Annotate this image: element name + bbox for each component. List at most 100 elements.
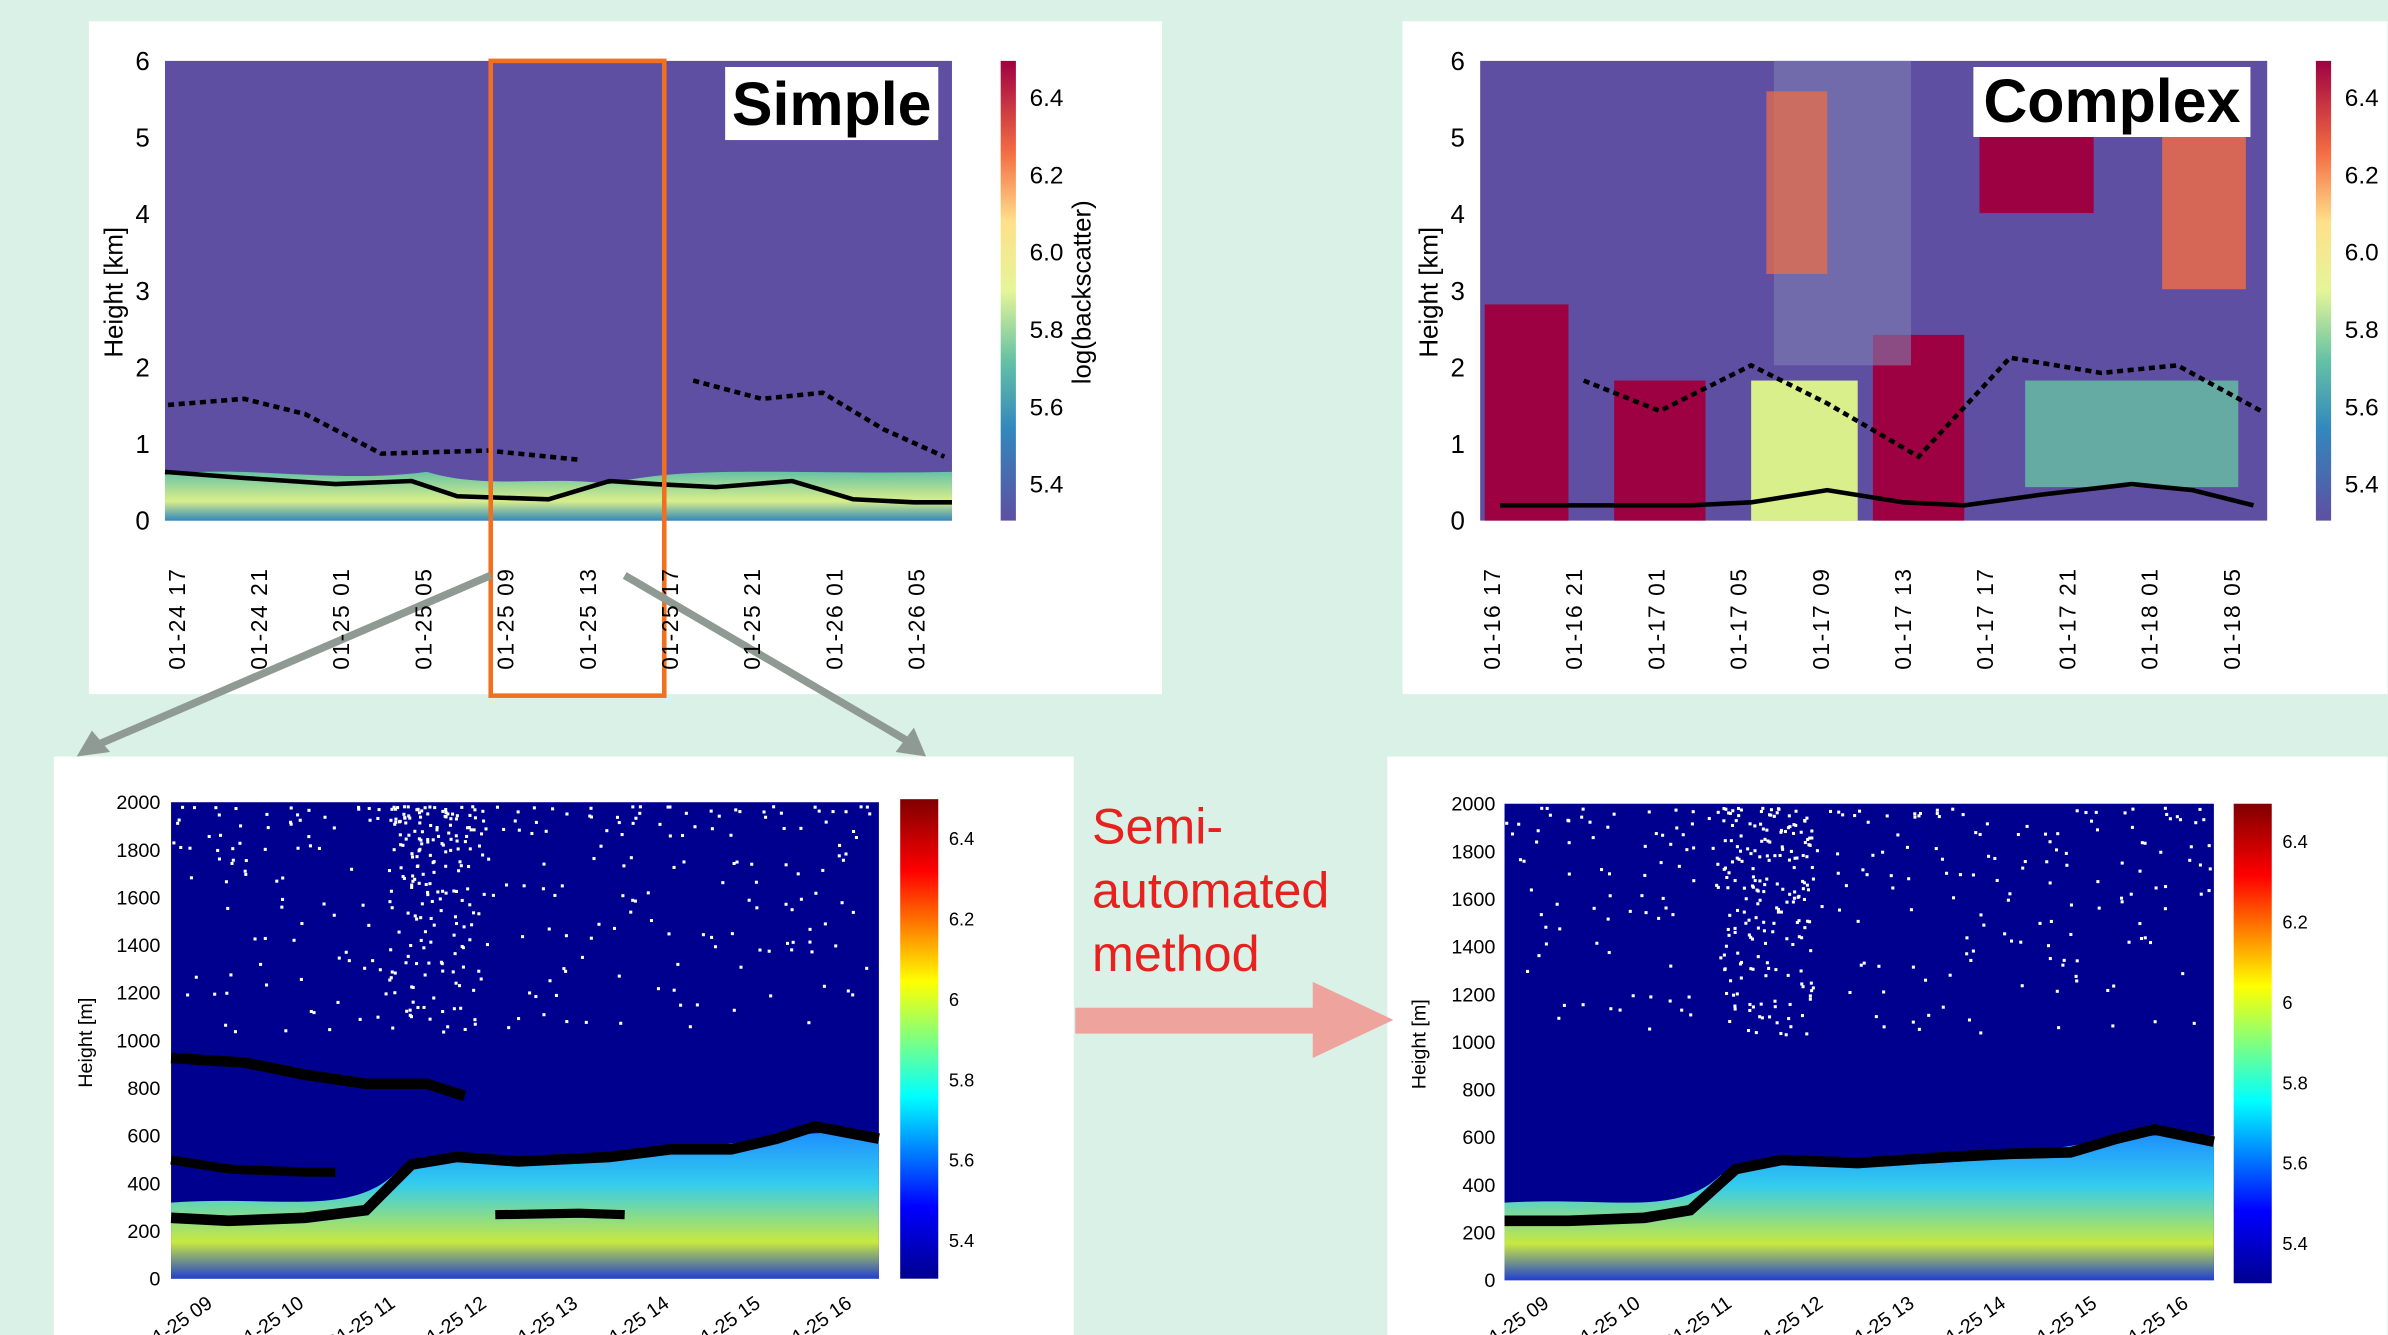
colorbar-tick-label: 5.6 bbox=[2345, 394, 2379, 421]
noise-dot bbox=[2143, 936, 2147, 940]
y-tick-label: 800 bbox=[127, 1078, 160, 1100]
noise-dot bbox=[1913, 812, 1917, 816]
noise-dot bbox=[413, 914, 417, 918]
colorbar-tick-label: 6.2 bbox=[1030, 162, 1064, 189]
noise-dot bbox=[1591, 836, 1595, 840]
noise-dot bbox=[1776, 907, 1780, 911]
noise-dot bbox=[1909, 908, 1913, 912]
noise-dot bbox=[226, 906, 230, 910]
noise-dot bbox=[799, 897, 803, 901]
noise-dot bbox=[1754, 1031, 1758, 1035]
noise-dot bbox=[394, 817, 398, 821]
noise-dot bbox=[1763, 883, 1767, 887]
noise-dot bbox=[455, 922, 459, 926]
noise-dot bbox=[2139, 936, 2144, 941]
noise-dot bbox=[186, 993, 190, 997]
noise-dot bbox=[1841, 813, 1845, 817]
noise-dot bbox=[389, 976, 393, 980]
zoom-arrow bbox=[622, 572, 913, 747]
noise-dot bbox=[721, 881, 725, 885]
noise-dot bbox=[516, 810, 520, 814]
noise-dot bbox=[1874, 1015, 1878, 1019]
noise-dot bbox=[309, 1009, 313, 1014]
noise-dot bbox=[442, 1030, 446, 1034]
noise-dot bbox=[1907, 877, 1911, 881]
zoom-arrow bbox=[93, 571, 493, 750]
noise-dot bbox=[621, 894, 625, 898]
noise-dot bbox=[1800, 1014, 1804, 1018]
noise-dot bbox=[1674, 808, 1678, 812]
noise-dot bbox=[1779, 830, 1783, 834]
noise-dot bbox=[629, 856, 633, 860]
noise-dot bbox=[2130, 825, 2134, 829]
noise-dot bbox=[1765, 961, 1769, 965]
noise-dot bbox=[420, 830, 424, 834]
noise-dot bbox=[1788, 892, 1792, 896]
noise-dot bbox=[460, 944, 464, 949]
noise-dot bbox=[562, 967, 566, 971]
noise-dot bbox=[542, 1013, 546, 1017]
noise-dot bbox=[799, 826, 803, 830]
noise-dot bbox=[1882, 990, 1886, 994]
y-axis-label: Height [km] bbox=[1416, 227, 1444, 358]
noise-dot bbox=[1726, 886, 1730, 890]
noise-dot bbox=[1648, 1027, 1652, 1031]
noise-dot bbox=[1891, 886, 1895, 890]
boundary-line bbox=[167, 396, 580, 462]
noise-dot bbox=[1754, 916, 1758, 920]
noise-dot bbox=[634, 816, 638, 820]
noise-dot bbox=[1805, 883, 1809, 887]
noise-dot bbox=[1803, 841, 1807, 845]
colorbar-tick-label: 5.6 bbox=[1030, 394, 1064, 421]
colorbar-tick-label: 6.2 bbox=[2345, 162, 2379, 189]
method-label: method bbox=[1092, 926, 1260, 982]
noise-dot bbox=[517, 1017, 521, 1021]
noise-dot bbox=[784, 902, 788, 906]
noise-dot bbox=[452, 1007, 456, 1011]
noise-dot bbox=[1799, 969, 1803, 973]
panel-title: Simple bbox=[732, 70, 932, 138]
noise-dot bbox=[1758, 1015, 1762, 1019]
noise-dot bbox=[1540, 806, 1544, 810]
noise-dot bbox=[393, 971, 397, 975]
noise-dot bbox=[1779, 910, 1783, 914]
noise-dot bbox=[1517, 822, 1521, 826]
noise-dot bbox=[772, 805, 776, 809]
noise-dot bbox=[426, 840, 430, 844]
noise-dot bbox=[846, 989, 850, 993]
noise-dot bbox=[2057, 1026, 2061, 1030]
noise-dot bbox=[244, 872, 248, 876]
noise-dot bbox=[429, 940, 433, 944]
noise-dot bbox=[1715, 883, 1719, 887]
y-tick-label: 1600 bbox=[116, 887, 160, 909]
noise-dot bbox=[207, 834, 211, 839]
noise-dot bbox=[413, 877, 417, 881]
noise-dot bbox=[289, 822, 293, 826]
noise-dot bbox=[2069, 932, 2073, 936]
noise-dot bbox=[1707, 816, 1711, 821]
noise-dot bbox=[388, 900, 392, 904]
noise-dot bbox=[1747, 933, 1751, 937]
noise-dot bbox=[2120, 900, 2124, 904]
noise-dot bbox=[1664, 906, 1668, 910]
noise-dot bbox=[1837, 908, 1842, 912]
noise-dot bbox=[402, 812, 406, 816]
noise-dot bbox=[851, 993, 855, 997]
noise-dot bbox=[1799, 830, 1803, 834]
noise-dot bbox=[1769, 808, 1773, 812]
noise-dot bbox=[415, 855, 419, 859]
noise-dot bbox=[292, 938, 296, 942]
noise-dot bbox=[2154, 886, 2158, 890]
noise-dot bbox=[1882, 1025, 1886, 1029]
noise-dot bbox=[344, 950, 348, 954]
noise-dot bbox=[444, 807, 448, 812]
noise-dot bbox=[734, 808, 738, 812]
noise-dot bbox=[750, 862, 754, 866]
noise-dot bbox=[1768, 840, 1772, 844]
noise-dot bbox=[426, 893, 430, 897]
noise-dot bbox=[307, 808, 311, 812]
noise-dot bbox=[411, 985, 415, 990]
noise-dot bbox=[1510, 832, 1515, 836]
noise-dot bbox=[1961, 813, 1965, 817]
noise-dot bbox=[1722, 807, 1726, 811]
